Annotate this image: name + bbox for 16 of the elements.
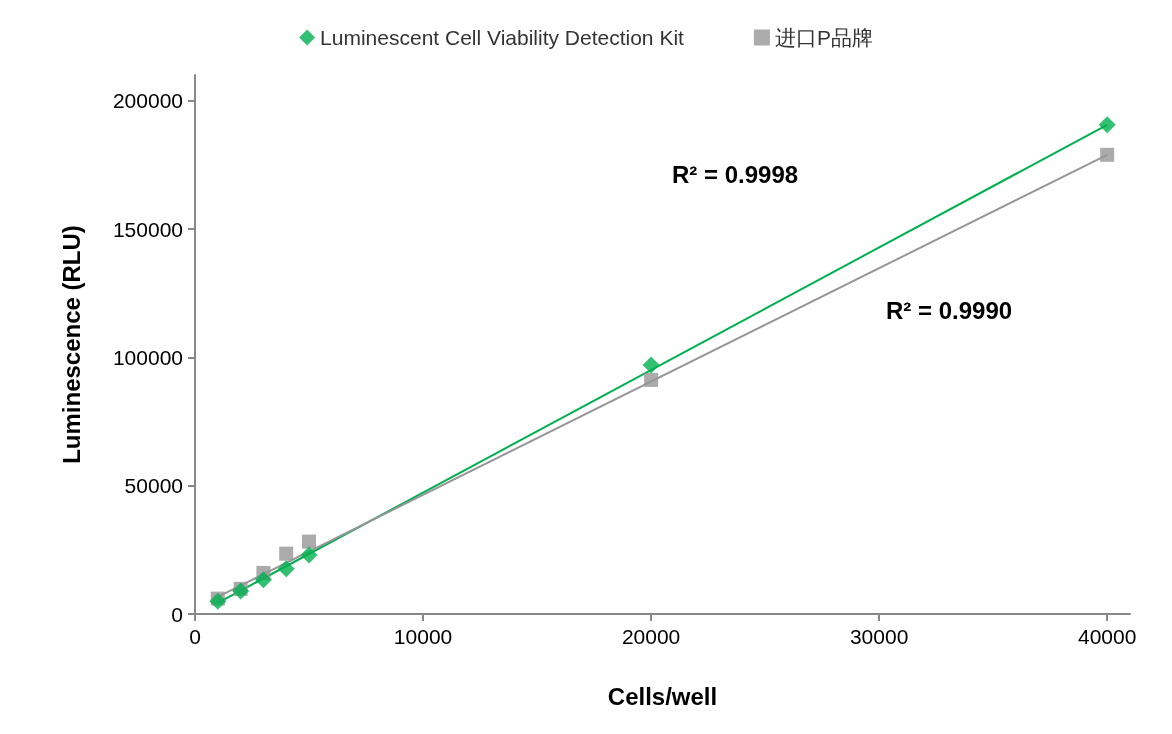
annotation: R² = 0.9990 bbox=[886, 296, 1013, 324]
annotation: R² = 0.9998 bbox=[672, 160, 799, 188]
x-axis-title: Cells/well bbox=[607, 682, 718, 710]
legend-label: Luminescent Cell Viability Detection Kit bbox=[320, 26, 685, 49]
x-tick-label: 20000 bbox=[621, 625, 681, 648]
x-tick-label: 0 bbox=[189, 625, 201, 648]
legend-label: 进口P品牌 bbox=[774, 26, 873, 49]
y-tick-label: 0 bbox=[171, 602, 183, 626]
y-tick-label: 50000 bbox=[124, 474, 183, 498]
y-tick-label: 150000 bbox=[112, 217, 183, 241]
y-axis-title: Luminescence (RLU) bbox=[57, 225, 85, 464]
x-tick-label: 40000 bbox=[1077, 625, 1137, 648]
y-tick-label: 200000 bbox=[112, 89, 183, 113]
x-tick-label: 10000 bbox=[393, 625, 453, 648]
y-tick-label: 100000 bbox=[112, 345, 183, 369]
x-tick-label: 30000 bbox=[849, 625, 909, 648]
